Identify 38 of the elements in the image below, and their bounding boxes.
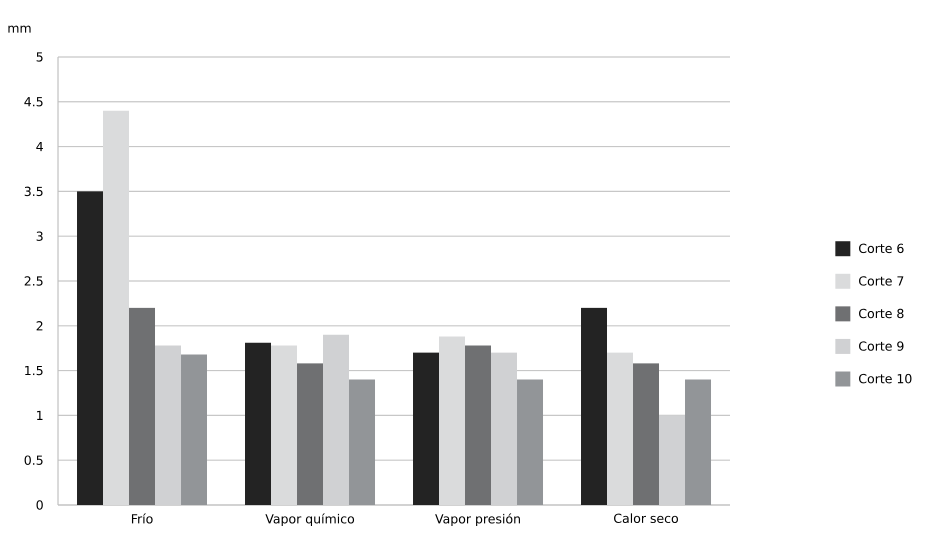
y-tick-label: 3	[36, 231, 43, 241]
bar	[349, 380, 376, 505]
y-tick-label: 2.5	[24, 276, 43, 286]
y-tick-label: 0	[36, 500, 43, 510]
x-tick-label: Vapor químico	[265, 513, 354, 526]
legend-label: Corte 6	[859, 244, 904, 254]
x-tick-label: Vapor presión	[435, 513, 520, 526]
bar	[607, 352, 634, 505]
y-tick-label: 3.5	[24, 186, 43, 196]
y-tick-label: 4.5	[24, 97, 43, 106]
y-tick-label: 1	[37, 410, 42, 420]
bar	[245, 342, 272, 505]
bar	[155, 345, 182, 505]
legend-label: Corte 8	[859, 308, 904, 318]
bar	[685, 380, 712, 505]
x-tick-label: Frío	[132, 513, 153, 524]
bar	[439, 336, 466, 505]
y-tick-label: 0.5	[24, 455, 43, 465]
bar	[581, 308, 608, 505]
bar	[633, 363, 660, 505]
bar	[297, 363, 324, 505]
bar	[413, 352, 440, 505]
bar	[465, 345, 492, 505]
bar	[181, 354, 208, 505]
legend-label: Corte 10	[859, 374, 912, 384]
bar	[129, 308, 156, 505]
bar	[77, 191, 104, 505]
y-axis-title: mm	[8, 26, 31, 33]
y-tick-label: 2	[36, 321, 42, 330]
y-tick-label: 1.5	[25, 366, 43, 376]
y-tick-label: 5	[36, 52, 43, 62]
legend-label: Corte 9	[859, 341, 904, 351]
x-tick-label: Calor seco	[614, 513, 678, 524]
legend-label: Corte 7	[859, 276, 904, 286]
bar	[271, 345, 298, 505]
bar	[517, 380, 544, 505]
y-tick-label: 4	[36, 142, 43, 152]
bar	[103, 110, 130, 505]
